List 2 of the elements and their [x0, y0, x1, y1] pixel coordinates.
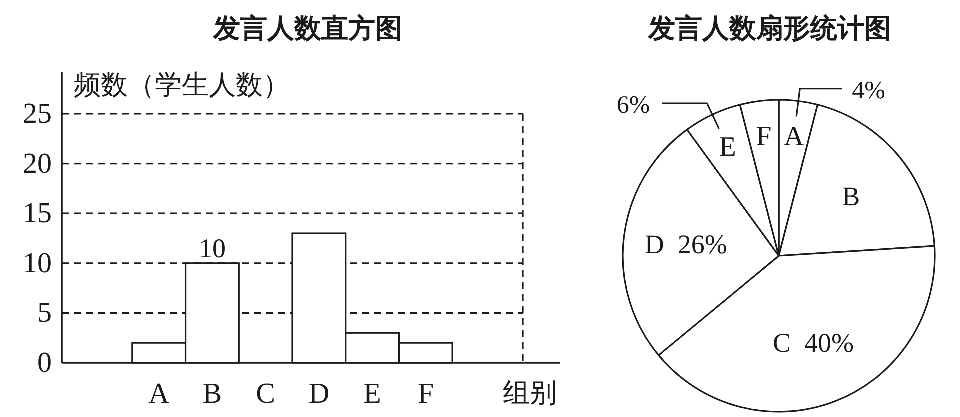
title: 发言人数扇形统计图 — [648, 14, 892, 44]
title: 发言人数直方图 — [214, 14, 402, 44]
